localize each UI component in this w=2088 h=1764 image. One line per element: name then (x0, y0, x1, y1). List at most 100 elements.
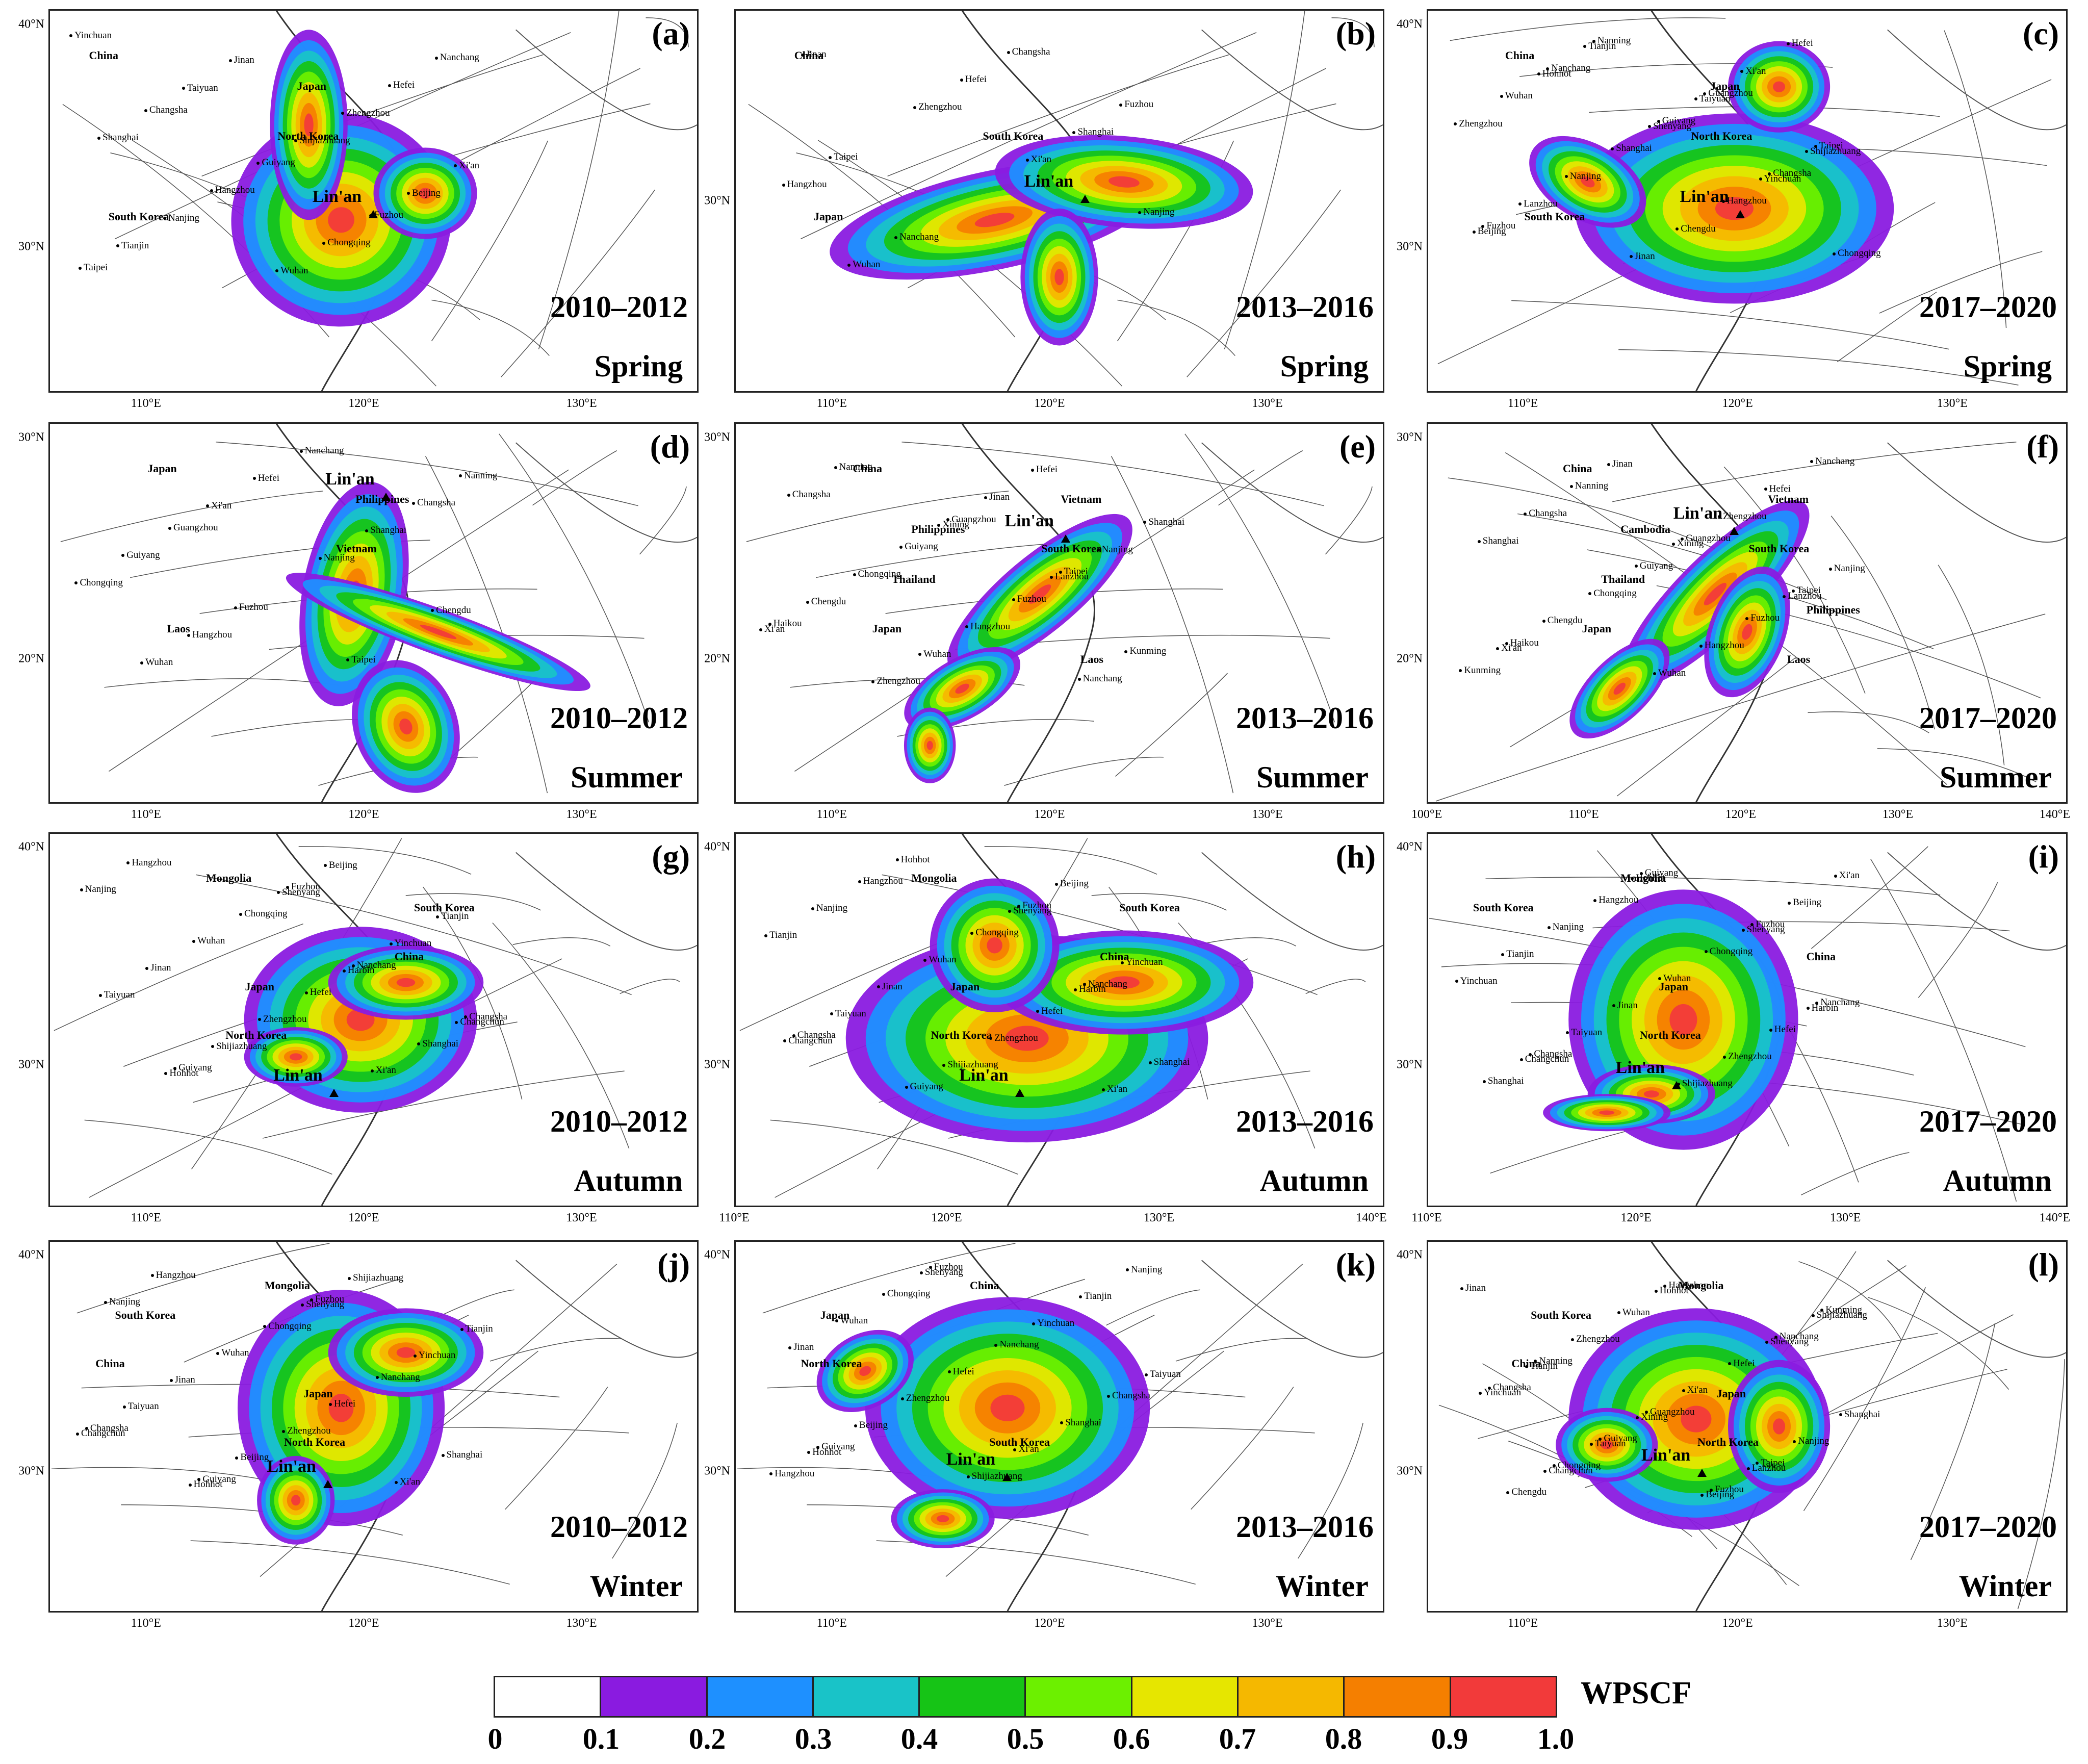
city-label: Haikou (1505, 637, 1539, 649)
country-label: China (1511, 1357, 1541, 1370)
country-label: South Korea (989, 1435, 1050, 1448)
season-label: Spring (1280, 349, 1369, 383)
city-label: Guangzhou (1645, 1407, 1695, 1418)
city-label: Jinan (1630, 251, 1655, 262)
country-label: Philippines (1806, 603, 1860, 616)
city-label: Jinan (1460, 1283, 1486, 1294)
country-label: North Korea (1639, 1029, 1701, 1042)
city-label: Guiyang (899, 541, 938, 552)
country-label: Cambodia (1620, 523, 1670, 536)
city-label: Chongqing (853, 569, 901, 580)
panel-label: (e) (1339, 428, 1376, 465)
city-label: Nanjing (811, 903, 847, 914)
season-label: Spring (1963, 349, 2052, 383)
longitude-tick-label: 120°E (1722, 397, 1753, 410)
city-label: Xi'an (1834, 870, 1860, 881)
city-label: Fuzhou (1119, 99, 1153, 110)
city-label: Wuhan (835, 1315, 868, 1326)
longitude-tick-label: 130°E (1252, 808, 1283, 821)
wpscf-contour-map (1429, 834, 2066, 1206)
city-label: Zhengzhou (1718, 511, 1766, 522)
latitude-tick-label: 40°N (18, 17, 44, 31)
city-label: Xi'an (395, 1476, 420, 1488)
colorbar-segment (1345, 1677, 1451, 1716)
map-frame: Xining Lanzhou Xi'an Zhengzhou Jinan Nanjing C… (734, 422, 1384, 804)
city-label: Fuzhou (1017, 900, 1051, 911)
colorbar-tick-label: 0.4 (900, 1722, 938, 1755)
season-label: Spring (594, 349, 683, 383)
city-label: Shanghai (365, 525, 406, 536)
city-label: Fuzhou (1012, 594, 1046, 605)
country-label: China (394, 950, 424, 963)
season-label: Winter (1275, 1569, 1369, 1603)
longitude-tick-label: 130°E (1882, 808, 1914, 821)
country-label: South Korea (108, 210, 169, 223)
colorbar-segment (707, 1677, 814, 1716)
latitude-tick-label: 30°N (704, 194, 730, 208)
country-label: North Korea (1697, 1435, 1759, 1448)
country-label: Japan (820, 1309, 850, 1322)
period-label: 2017–2020 (1919, 1510, 2057, 1544)
city-label: Wuhan (140, 657, 173, 668)
latitude-tick-label: 40°N (1397, 1248, 1423, 1262)
map-panel-a: Yinchuan Taiyuan Shijiazhuang Beijing Tianji… (18, 9, 699, 410)
colorbar-segment (1132, 1677, 1239, 1716)
city-label: Chongqing (239, 908, 287, 919)
city-label: Nanchang (352, 960, 396, 971)
city-label: Fuzhou (1750, 919, 1785, 930)
city-label: Hohhot (896, 854, 930, 865)
panel-label: (c) (2022, 15, 2059, 52)
map-frame: Xining Lanzhou Xi'an Jinan Zhengzhou Nanjing C… (1427, 422, 2068, 804)
city-label: Yinchuan (390, 938, 432, 949)
panel-label: (k) (1335, 1246, 1376, 1283)
city-label: Shanghai (1149, 1057, 1190, 1068)
longitude-tick-label: 110°E (131, 1211, 161, 1224)
map-frame: Changchun Hohhot Shenyang Yinchuan Taiyuan Be… (1427, 1240, 2068, 1613)
city-label: Zhengzhou (989, 1033, 1038, 1044)
map-panel-f: Xining Lanzhou Xi'an Jinan Zhengzhou Nanjing C… (1397, 422, 2070, 821)
city-label: Nanjing (1097, 544, 1133, 555)
wpscf-contour-map (1438, 1242, 2066, 1611)
city-label: Hangzhou (769, 1468, 814, 1479)
city-label: Chongqing (1705, 946, 1752, 957)
latitude-tick-label: 30°N (704, 1058, 730, 1071)
longitude-tick-label: 110°E (1568, 808, 1599, 821)
longitude-tick-label: 120°E (1034, 808, 1065, 821)
country-label: Japan (1659, 980, 1688, 993)
city-label: Taipei (79, 262, 108, 273)
country-label: Laos (1080, 652, 1103, 666)
site-label: Lin'an (946, 1449, 996, 1469)
city-label: Hefei (1728, 1358, 1755, 1369)
country-label: Japan (303, 1387, 333, 1400)
city-label: Beijing (407, 188, 441, 199)
country-label: China (95, 1357, 125, 1370)
site-triangle-icon (323, 1480, 332, 1489)
city-label: Nanchang (435, 52, 479, 63)
city-label: Shijiazhuang (294, 135, 350, 146)
latitude-tick-label: 30°N (18, 1464, 44, 1478)
city-label: Guiyang (1635, 560, 1673, 572)
city-label: Taipei (1059, 566, 1088, 577)
city-label: Jinan (801, 49, 827, 60)
city-label: Nanchang (376, 1372, 420, 1383)
city-label: Xi'an (1740, 66, 1766, 77)
site-label: Lin'an (267, 1457, 316, 1476)
map-frame: Hohhot Shenyang Yinchuan Beijing Tianjin Taiy… (1427, 9, 2068, 393)
colorbar-tick-label: 0.6 (1113, 1722, 1150, 1755)
country-label: South Korea (414, 901, 475, 914)
city-label: Hangzhou (965, 621, 1010, 632)
city-label: Hefei (329, 1398, 355, 1410)
longitude-tick-label: 120°E (348, 1211, 379, 1224)
city-label: Nanjing (1829, 563, 1865, 574)
city-label: Nanning (1534, 1356, 1572, 1367)
country-label: Japan (147, 462, 177, 475)
city-label: Hangzhou (858, 876, 903, 887)
city-label: Hefei (1031, 464, 1058, 475)
city-label: Shanghai (1060, 1417, 1101, 1428)
city-label: Nanning (1570, 480, 1608, 492)
longitude-tick-label: 110°E (1507, 1617, 1538, 1630)
city-label: Beijing (324, 860, 357, 871)
panel-label: (d) (650, 428, 690, 465)
latitude-tick-label: 20°N (1397, 652, 1423, 666)
city-label: Taiyuan (99, 989, 135, 1001)
